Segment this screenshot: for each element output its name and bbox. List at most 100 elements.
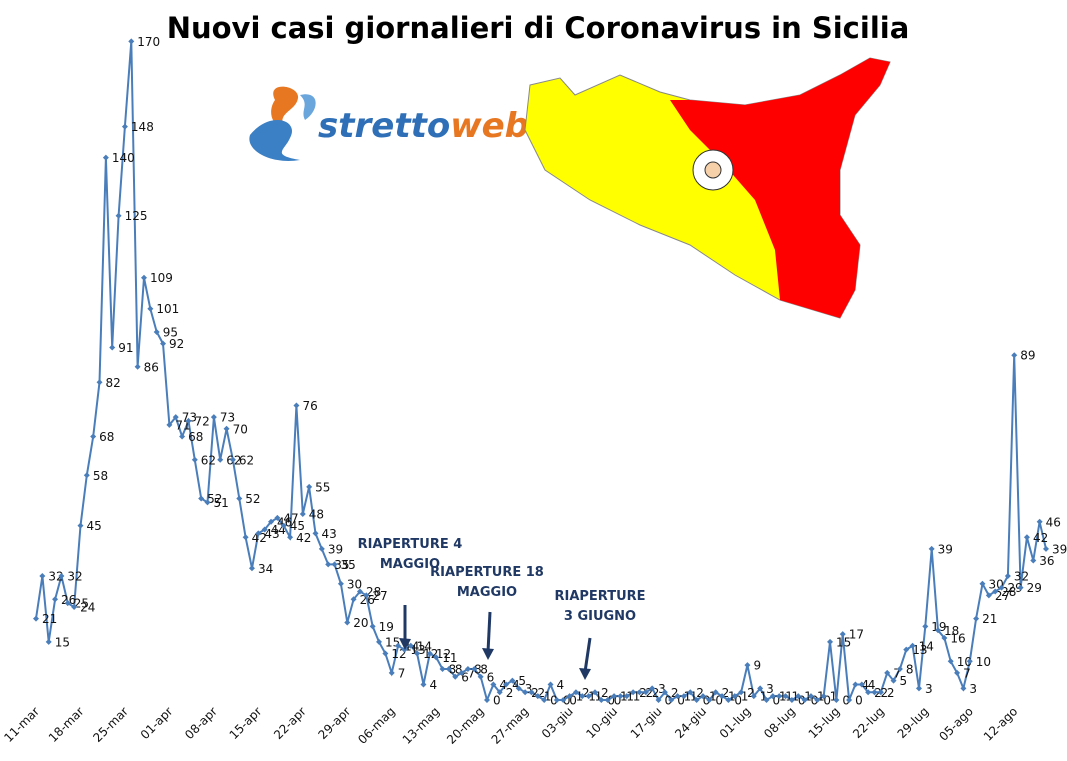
- data-point: [668, 697, 675, 703]
- x-tick-label: 05-ago: [936, 704, 976, 744]
- data-point: [395, 642, 402, 649]
- value-label: 13: [410, 643, 425, 657]
- data-point: [566, 693, 573, 700]
- value-label: 32: [67, 570, 82, 584]
- value-label: 4: [557, 678, 565, 692]
- data-point: [128, 38, 135, 45]
- x-tick-label: 10-giu: [583, 704, 620, 741]
- data-point: [947, 658, 954, 665]
- x-tick-label: 15-apr: [227, 704, 265, 742]
- value-label: 51: [214, 496, 229, 510]
- value-label: 148: [131, 120, 154, 134]
- value-label: 62: [239, 453, 254, 467]
- value-label: 82: [106, 376, 121, 390]
- value-label: 15: [55, 635, 70, 649]
- value-label: 4: [512, 678, 520, 692]
- value-label: 0: [811, 694, 819, 708]
- data-point: [268, 518, 275, 525]
- value-label: 0: [855, 694, 863, 708]
- data-point: [509, 677, 516, 684]
- data-point: [820, 693, 827, 700]
- data-point: [636, 689, 643, 696]
- value-label: 48: [309, 508, 324, 522]
- value-label: 86: [144, 360, 159, 374]
- value-label: 39: [1052, 542, 1067, 556]
- value-label: 0: [734, 694, 742, 708]
- data-point: [39, 573, 46, 580]
- value-label: 2: [582, 686, 590, 700]
- value-label: 0: [493, 694, 501, 708]
- data-point: [102, 154, 109, 161]
- data-point: [236, 495, 243, 502]
- data-point: [496, 689, 503, 696]
- data-point: [363, 592, 370, 599]
- data-point: [1011, 352, 1018, 359]
- value-label: 72: [194, 415, 209, 429]
- value-label: 76: [302, 399, 317, 413]
- value-label: 4: [499, 678, 507, 692]
- value-label: 1: [588, 690, 596, 704]
- data-point: [744, 662, 751, 669]
- annotation: MAGGIO: [380, 557, 440, 572]
- annotation-arrowhead: [399, 638, 411, 650]
- value-label: 0: [715, 694, 723, 708]
- x-tick-label: 06-mag: [355, 704, 398, 747]
- value-label: 4: [861, 678, 869, 692]
- value-label: 12: [436, 647, 451, 661]
- value-label: 15: [836, 635, 851, 649]
- data-point: [719, 693, 726, 700]
- value-label: 1: [626, 690, 634, 704]
- data-point: [769, 693, 776, 700]
- data-point: [96, 379, 103, 386]
- x-tick-label: 03-giu: [539, 704, 576, 741]
- data-point: [382, 650, 389, 657]
- logo-part: stretto: [318, 106, 450, 146]
- value-label: 1: [779, 690, 787, 704]
- value-label: 28: [366, 585, 381, 599]
- data-point: [198, 495, 205, 502]
- data-point: [261, 526, 268, 533]
- data-point: [884, 669, 891, 676]
- value-label: 1: [785, 690, 793, 704]
- data-point: [591, 689, 598, 696]
- x-tick-label: 15-lug: [806, 704, 843, 741]
- data-point: [331, 561, 338, 568]
- data-point: [172, 414, 179, 421]
- value-label: 8: [449, 663, 457, 677]
- annotation: 3 GIUGNO: [564, 609, 636, 624]
- data-point: [1023, 534, 1030, 541]
- data-point: [833, 697, 840, 703]
- value-label: 7: [893, 666, 901, 680]
- data-point: [788, 697, 795, 703]
- value-label: 2: [722, 686, 730, 700]
- value-label: 1: [817, 690, 825, 704]
- value-label: 101: [156, 302, 179, 316]
- value-label: 26: [61, 593, 76, 607]
- value-label: 1: [633, 690, 641, 704]
- data-point: [414, 650, 421, 657]
- value-label: 3: [766, 682, 774, 696]
- data-point: [534, 693, 541, 700]
- data-point: [153, 328, 160, 335]
- data-line: [35, 41, 1047, 704]
- value-label: 0: [823, 694, 831, 708]
- data-point: [293, 402, 300, 409]
- value-label: 42: [296, 531, 311, 545]
- x-tick-label: 12-ago: [981, 704, 1021, 744]
- data-point: [185, 418, 192, 425]
- value-label: 1: [709, 690, 717, 704]
- data-point: [579, 693, 586, 700]
- data-point: [452, 673, 459, 680]
- data-point: [90, 433, 97, 440]
- data-point: [909, 642, 916, 649]
- annotation-arrowhead: [579, 668, 591, 680]
- value-label: 0: [607, 694, 615, 708]
- data-point: [553, 697, 560, 703]
- value-label: 3: [925, 682, 933, 696]
- data-point: [693, 697, 700, 703]
- value-label: 62: [201, 453, 216, 467]
- data-point: [547, 681, 554, 688]
- data-point: [604, 697, 611, 703]
- value-label: 17: [849, 628, 864, 642]
- value-label: 45: [86, 519, 101, 533]
